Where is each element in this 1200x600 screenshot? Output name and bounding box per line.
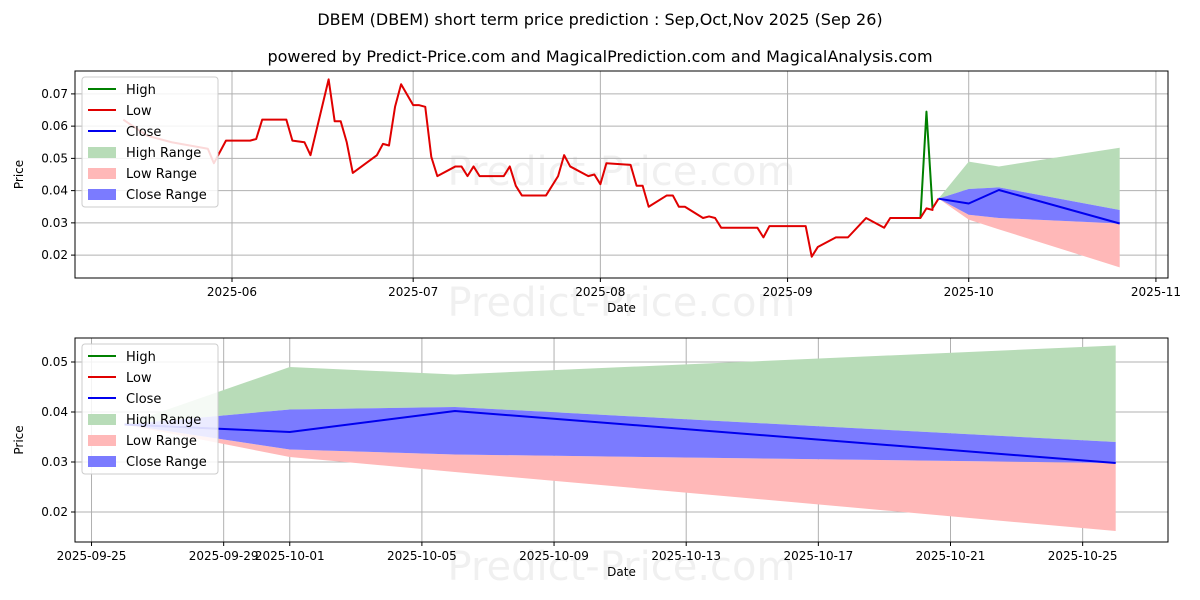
legend-label-close-range: Close Range [126,188,207,203]
x-tick-label: 2025-08 [575,285,625,299]
legend-label-low: Low [126,104,152,119]
x-tick-label: 2025-10-25 [1048,549,1118,563]
x-tick-label: 2025-10-05 [387,549,457,563]
low-range-band [938,198,1120,268]
legend-label-low: Low [126,371,152,386]
x-tick-label: 2025-10 [944,285,994,299]
x-axis-label: Date [607,301,636,315]
y-tick-label: 0.05 [41,355,68,369]
x-tick-label: 2025-10-01 [255,549,325,563]
legend-label-high-range: High Range [126,413,201,428]
legend-label-low-range: Low Range [126,434,197,449]
legend-label-high: High [126,83,156,98]
y-tick-label: 0.03 [41,455,68,469]
y-tick-label: 0.04 [41,405,68,419]
y-tick-label: 0.03 [41,216,68,230]
low-range-band [124,424,1116,531]
y-axis-label: Price [12,160,26,189]
x-tick-label: 2025-10-09 [519,549,589,563]
high-range-band [938,147,1120,210]
legend-swatch [88,435,116,446]
legend-label-low-range: Low Range [126,167,197,182]
x-tick-label: 2025-11 [1131,285,1181,299]
y-axis-label: Price [12,425,26,454]
x-tick-label: 2025-06 [207,285,257,299]
plot-frame [74,337,1169,543]
watermark: Predict-Price.com [448,280,796,326]
high-line [919,110,934,219]
y-tick-label: 0.02 [41,505,68,519]
x-tick-label: 2025-09-25 [57,549,127,563]
y-tick-label: 0.05 [41,151,68,165]
legend-label-high: High [126,350,156,365]
y-tick-label: 0.02 [41,248,68,262]
legend: High Low Close High Range Low Range Close Ran… [81,343,219,475]
low-line [122,78,940,258]
y-tick-label: 0.06 [41,119,68,133]
legend-swatch [88,147,116,158]
high-range-band [124,345,1116,442]
x-tick-label: 2025-07 [388,285,438,299]
legend-swatch [88,189,116,200]
plot-frame [74,70,1169,279]
legend: High Low Close High Range Low Range Close Ran… [81,76,219,208]
legend-label-close: Close [126,392,161,407]
legend-label-high-range: High Range [126,146,201,161]
y-tick-label: 0.04 [41,184,68,198]
chart-subtitle: powered by Predict-Price.com and Magical… [267,47,933,66]
chart-title: DBEM (DBEM) short term price prediction … [317,10,883,29]
x-tick-label: 2025-10-13 [651,549,721,563]
x-tick-label: 2025-10-21 [916,549,986,563]
x-tick-label: 2025-10-17 [783,549,853,563]
x-tick-label: 2025-09-29 [189,549,259,563]
x-tick-label: 2025-09 [762,285,812,299]
legend-swatch [88,168,116,179]
legend-swatch [88,414,116,425]
x-axis-label: Date [607,565,636,579]
y-tick-label: 0.07 [41,87,68,101]
legend-label-close-range: Close Range [126,455,207,470]
close-line [938,188,1120,225]
legend-label-close: Close [126,125,161,140]
legend-swatch [88,456,116,467]
watermark: Predict-Price.com [448,544,796,590]
